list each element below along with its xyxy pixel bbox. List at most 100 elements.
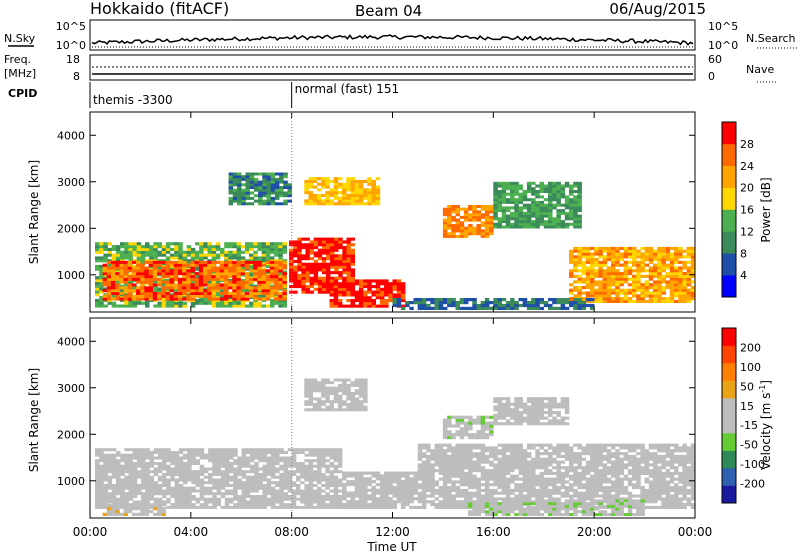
velocity-cell <box>270 492 276 496</box>
velocity-cell <box>384 480 389 484</box>
velocity-cell <box>296 492 301 496</box>
velocity-cell <box>216 481 221 485</box>
velocity-cell <box>136 448 142 452</box>
power-cell <box>417 301 423 305</box>
power-cell <box>265 247 271 251</box>
power-cell <box>510 306 515 310</box>
velocity-cell <box>304 497 309 501</box>
velocity-cell <box>128 470 133 474</box>
power-cell <box>257 247 262 251</box>
velocity-cell <box>162 462 167 465</box>
power-cell <box>606 288 612 292</box>
power-cell <box>215 297 220 301</box>
power-cell <box>95 264 100 268</box>
power-cell <box>354 185 360 189</box>
power-cell <box>577 200 582 204</box>
velocity-cell <box>325 497 330 501</box>
power-cell <box>451 229 456 233</box>
freq-panel-frame <box>89 54 696 81</box>
velocity-cell <box>308 495 314 498</box>
velocity-cell <box>459 503 465 507</box>
velocity-cell <box>459 480 465 484</box>
velocity-cell <box>455 486 460 490</box>
velocity-cell <box>447 500 452 504</box>
velocity-cell <box>250 451 255 454</box>
power-cell <box>241 202 246 206</box>
velocity-cell <box>136 492 142 496</box>
power-cell <box>682 294 687 298</box>
velocity-cell <box>95 473 100 476</box>
power-cell <box>249 260 254 264</box>
velocity-cell <box>111 459 117 463</box>
power-cell <box>569 272 574 276</box>
velocity-cell <box>405 491 410 495</box>
power-cell <box>257 275 262 279</box>
power-cell <box>269 277 275 281</box>
power-cell <box>371 285 376 289</box>
power-cell <box>249 256 254 260</box>
power-cell <box>484 213 490 217</box>
power-cell <box>619 283 624 287</box>
power-cell <box>598 269 603 273</box>
velocity-cell <box>229 451 234 454</box>
power-cell <box>657 277 662 281</box>
power-cell <box>539 203 544 207</box>
velocity-cell <box>333 470 339 474</box>
power-cell <box>103 242 108 246</box>
power-cell <box>627 299 633 303</box>
power-cell <box>127 289 133 293</box>
velocity-cell <box>254 470 259 474</box>
velocity-cell <box>421 491 427 495</box>
velocity-cell <box>308 464 314 468</box>
power-cell <box>244 294 250 298</box>
power-cell <box>223 263 229 267</box>
power-cell <box>564 298 570 302</box>
velocity-cell <box>317 448 322 452</box>
power-colorbar-tick: 12 <box>740 225 754 238</box>
power-cell <box>590 277 595 281</box>
velocity-cell <box>476 460 481 464</box>
velocity-cell <box>400 494 406 498</box>
velocity-cell <box>229 456 234 460</box>
power-cell <box>363 202 368 206</box>
noise-panel: N.Sky 10^5 10^0 10^5 10^0 N.Search <box>4 19 797 52</box>
velocity-cell <box>120 495 125 498</box>
power-cell <box>95 276 100 280</box>
velocity-cell <box>291 470 297 474</box>
power-cell <box>602 297 608 301</box>
velocity-cell <box>124 456 129 460</box>
power-cell <box>115 289 120 293</box>
power-cell <box>569 303 574 308</box>
velocity-cell <box>468 486 473 490</box>
velocity-cell <box>455 494 460 498</box>
power-cell <box>337 299 343 303</box>
velocity-cell <box>455 474 460 478</box>
velocity-cell <box>258 505 263 509</box>
power-cell <box>459 207 465 211</box>
power-cell <box>354 193 360 197</box>
power-cell <box>190 304 196 308</box>
velocity-cell <box>170 473 175 476</box>
power-cell <box>253 275 258 279</box>
velocity-cell <box>426 500 431 504</box>
velocity-cell <box>199 456 205 460</box>
velocity-cell <box>337 500 343 504</box>
velocity-cell <box>447 471 452 475</box>
power-cell <box>342 185 347 189</box>
power-cell <box>556 200 561 204</box>
power-cell <box>211 247 217 251</box>
velocity-cell <box>107 464 113 468</box>
power-cell <box>493 222 498 226</box>
power-cell <box>367 285 372 289</box>
power-cell <box>297 246 302 250</box>
power-cell <box>308 177 313 181</box>
power-cell <box>165 279 171 283</box>
power-cell <box>539 195 544 199</box>
velocity-cell <box>212 492 217 496</box>
power-cell <box>421 303 427 308</box>
power-cell <box>497 195 502 199</box>
power-cell <box>269 291 275 295</box>
power-cell <box>123 277 128 281</box>
velocity-cell <box>241 503 247 507</box>
power-cell <box>262 172 267 176</box>
